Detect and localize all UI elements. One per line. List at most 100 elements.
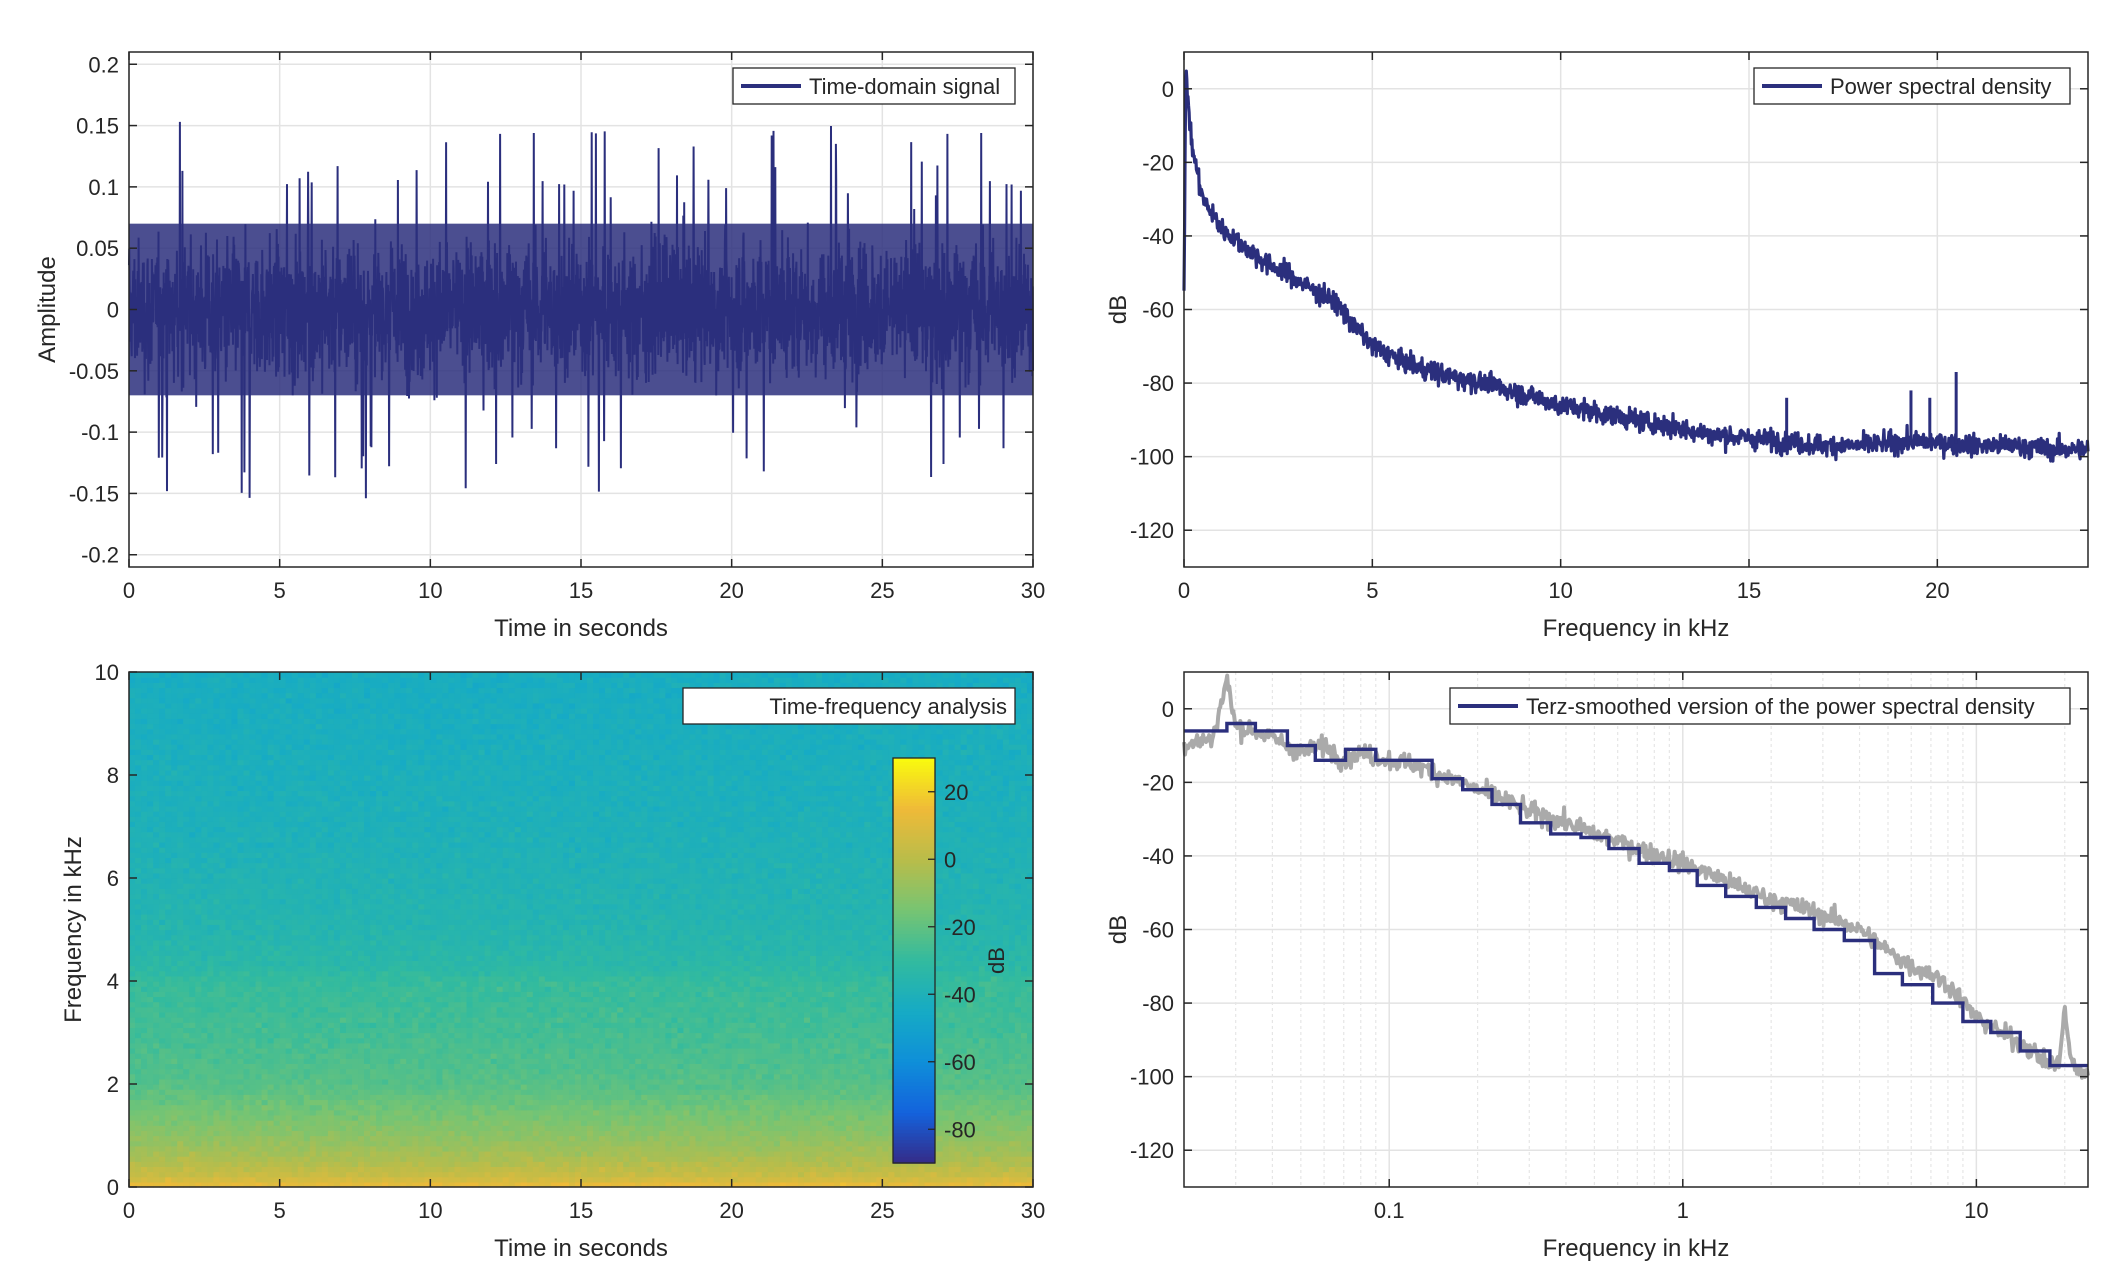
- series-line-terz-smoothed: [1184, 721, 2088, 1068]
- colorbar-segment: [893, 876, 935, 881]
- chart-3: Time-frequency analysis-80-60-40-20020dB…: [60, 660, 1045, 1262]
- colorbar-segment: [893, 818, 935, 823]
- colorbar-segment: [893, 839, 935, 844]
- colorbar-segment: [893, 1031, 935, 1036]
- colorbar-segment: [893, 801, 935, 806]
- colorbar-segment: [893, 1007, 935, 1012]
- colorbar-tick-label: -60: [944, 1050, 976, 1075]
- colorbar-segment: [893, 1065, 935, 1070]
- y-tick-label: 2: [107, 1072, 119, 1097]
- colorbar-segment: [893, 1028, 935, 1033]
- colorbar-segment: [893, 906, 935, 911]
- colorbar-segment: [893, 1041, 935, 1046]
- colorbar-segment: [893, 812, 935, 817]
- colorbar-segment: [893, 977, 935, 982]
- colorbar-segment: [893, 886, 935, 891]
- colorbar-segment: [893, 953, 935, 958]
- colorbar-segment: [893, 808, 935, 813]
- colorbar-tick-label: 20: [944, 780, 968, 805]
- colorbar-segment: [893, 1082, 935, 1087]
- colorbar-segment: [893, 947, 935, 952]
- y-tick-label: -100: [1130, 1065, 1174, 1090]
- colorbar-segment: [893, 957, 935, 962]
- colorbar-segment: [893, 1001, 935, 1006]
- y-tick-label: -120: [1130, 518, 1174, 543]
- y-tick-label: -0.15: [69, 481, 119, 506]
- colorbar-segment: [893, 1125, 935, 1130]
- heatmap-cells: [129, 672, 1034, 1188]
- colorbar-segment: [893, 1061, 935, 1066]
- x-tick-label: 0.1: [1374, 1198, 1405, 1223]
- colorbar-segment: [893, 1014, 935, 1019]
- y-tick-label: 4: [107, 969, 119, 994]
- y-tick-label: 0: [107, 1175, 119, 1200]
- x-tick-label: 10: [418, 1198, 442, 1223]
- x-tick-label: 25: [870, 578, 894, 603]
- colorbar-segment: [893, 1085, 935, 1090]
- colorbar-tick-label: -80: [944, 1117, 976, 1142]
- colorbar-segment: [893, 815, 935, 820]
- colorbar-segment: [893, 862, 935, 867]
- colorbar-segment: [893, 1112, 935, 1117]
- y-tick-label: -40: [1142, 844, 1174, 869]
- y-tick-label: -20: [1142, 150, 1174, 175]
- colorbar-segment: [893, 1102, 935, 1107]
- legend-label: Terz-smoothed version of the power spect…: [1526, 694, 2035, 719]
- y-tick-label: 0: [107, 298, 119, 323]
- colorbar-segment: [893, 771, 935, 776]
- colorbar-segment: [893, 963, 935, 968]
- colorbar-segment: [893, 1129, 935, 1134]
- colorbar-segment: [893, 1095, 935, 1100]
- y-tick-label: -0.05: [69, 359, 119, 384]
- colorbar-segment: [893, 866, 935, 871]
- colorbar-segment: [893, 785, 935, 790]
- y-tick-label: 0: [1162, 697, 1174, 722]
- colorbar-segment: [893, 805, 935, 810]
- colorbar-segment: [893, 1136, 935, 1141]
- colorbar-segment: [893, 1105, 935, 1110]
- colorbar-segment: [893, 852, 935, 857]
- legend-label: Time-domain signal: [809, 74, 1000, 99]
- colorbar-segment: [893, 832, 935, 837]
- colorbar-segment: [893, 926, 935, 931]
- x-tick-label: 10: [418, 578, 442, 603]
- colorbar-segment: [893, 1146, 935, 1151]
- colorbar-segment: [893, 768, 935, 773]
- colorbar-segment: [893, 1092, 935, 1097]
- colorbar-segment: [893, 791, 935, 796]
- x-tick-label: 30: [1021, 1198, 1045, 1223]
- x-tick-label: 15: [569, 1198, 593, 1223]
- colorbar-segment: [893, 778, 935, 783]
- colorbar-segment: [893, 1152, 935, 1157]
- ticks: 0 5 10 15 20 25 30 -0.2 -0.15 -0.1 -0.05 0 0.05 0.1 0.…: [69, 52, 1045, 603]
- colorbar-segment: [893, 1115, 935, 1120]
- x-tick-label: 30: [1021, 578, 1045, 603]
- colorbar-segment: [893, 1034, 935, 1039]
- colorbar-segment: [893, 896, 935, 901]
- colorbar-segment: [893, 1051, 935, 1056]
- colorbar-segment: [893, 916, 935, 921]
- colorbar-segment: [893, 960, 935, 965]
- y-tick-label: 0: [1162, 77, 1174, 102]
- y-tick-label: -60: [1142, 298, 1174, 323]
- colorbar-segment: [893, 903, 935, 908]
- x-axis-label: Time in seconds: [494, 615, 668, 642]
- colorbar-segment: [893, 940, 935, 945]
- colorbar-segment: [893, 933, 935, 938]
- colorbar-segment: [893, 798, 935, 803]
- colorbar-segment: [893, 1139, 935, 1144]
- legend-label: Time-frequency analysis: [769, 694, 1007, 719]
- x-tick-label: 1: [1677, 1198, 1689, 1223]
- colorbar-segment: [893, 1149, 935, 1154]
- x-tick-label: 0: [123, 578, 135, 603]
- series-line-psd: [1182, 69, 2090, 463]
- colorbar-segment: [893, 974, 935, 979]
- legend: Terz-smoothed version of the power spect…: [1449, 687, 2071, 725]
- colorbar-segment: [893, 1156, 935, 1161]
- y-tick-label: -120: [1130, 1138, 1174, 1163]
- colorbar-segment: [893, 987, 935, 992]
- ticks: 0 5 10 15 20 -120 -100 -80 -60 -40 -20 0: [1130, 52, 2088, 603]
- colorbar-segment: [893, 997, 935, 1002]
- colorbar-segment: [893, 1119, 935, 1124]
